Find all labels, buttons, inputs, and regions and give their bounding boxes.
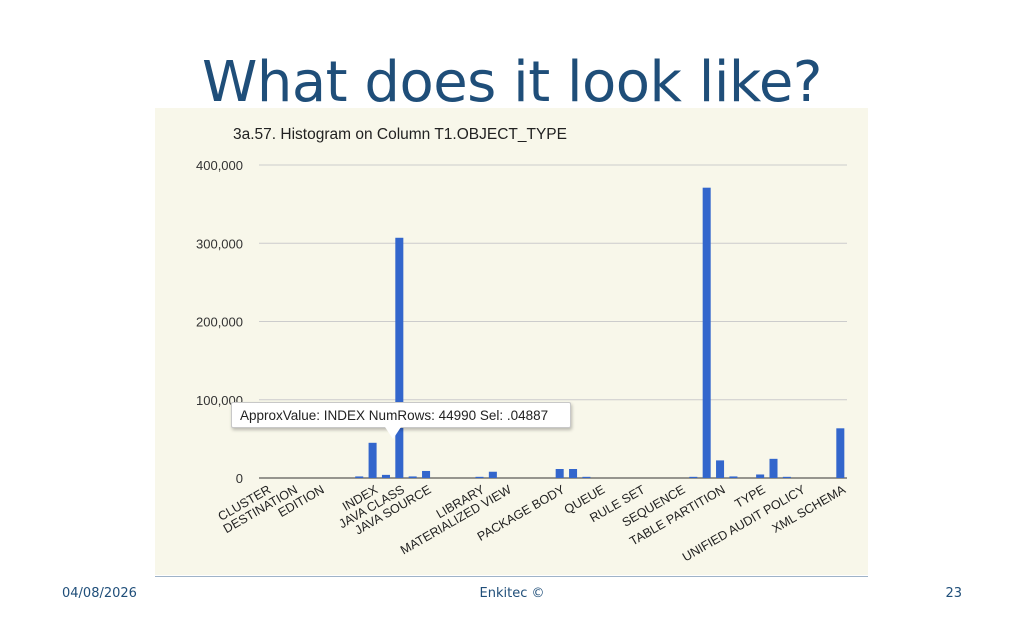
bar[interactable] [689, 476, 698, 478]
y-tick-label: 200,000 [196, 315, 243, 330]
bar[interactable] [729, 476, 738, 478]
bar-tooltip: ApproxValue: INDEX NumRows: 44990 Sel: .… [231, 402, 571, 428]
bar[interactable] [756, 474, 765, 478]
bar[interactable] [475, 476, 484, 478]
y-tick-label: 300,000 [196, 236, 243, 251]
x-tick-label: PACKAGE BODY [475, 482, 568, 544]
bar[interactable] [582, 476, 591, 478]
bar[interactable] [408, 476, 417, 478]
bar[interactable] [836, 428, 845, 478]
bar[interactable] [569, 469, 578, 478]
page-number: 23 [945, 586, 962, 601]
chart-title: 3a.57. Histogram on Column T1.OBJECT_TYP… [233, 126, 567, 143]
bar[interactable] [395, 237, 404, 478]
bar[interactable] [702, 187, 711, 478]
footer-divider [155, 576, 868, 577]
y-tick-label: 0 [236, 471, 243, 486]
bar[interactable] [782, 476, 791, 478]
bar[interactable] [716, 460, 725, 478]
footer-company: Enkitec © [479, 586, 545, 601]
bar[interactable] [422, 470, 431, 478]
bar[interactable] [368, 442, 377, 478]
bar[interactable] [555, 469, 564, 478]
bar[interactable] [488, 471, 497, 478]
tooltip-pointer [385, 427, 401, 439]
bar[interactable] [355, 476, 364, 478]
slide-title: What does it look like? [201, 50, 823, 115]
histogram-chart: 3a.57. Histogram on Column T1.OBJECT_TYP… [155, 108, 868, 575]
y-tick-label: 400,000 [196, 158, 243, 173]
histogram-svg: 3a.57. Histogram on Column T1.OBJECT_TYP… [196, 126, 848, 564]
bar[interactable] [769, 458, 778, 478]
footer-date: 04/08/2026 [62, 586, 137, 601]
bar[interactable] [381, 474, 390, 478]
